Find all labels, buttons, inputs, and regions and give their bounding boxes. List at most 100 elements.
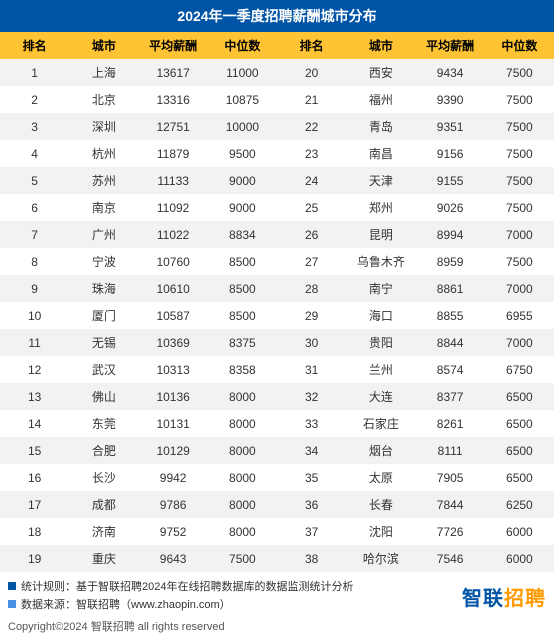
table-cell: 6500 [485, 464, 554, 491]
table-cell: 8000 [208, 437, 277, 464]
table-header-cell: 中位数 [208, 32, 277, 59]
source-line: 数据来源： 智联招聘（www.zhaopin.com） [8, 596, 353, 612]
copyright: Copyright©2024 智联招聘 all rights reserved [0, 616, 554, 640]
table-cell: 33 [277, 410, 346, 437]
table-header-cell: 排名 [277, 32, 346, 59]
table-cell: 17 [0, 491, 69, 518]
table-cell: 23 [277, 140, 346, 167]
table-cell: 16 [0, 464, 69, 491]
table-cell: 11092 [139, 194, 208, 221]
table-cell: 广州 [69, 221, 138, 248]
table-cell: 7500 [485, 113, 554, 140]
table-cell: 西安 [346, 59, 415, 86]
table-cell: 10587 [139, 302, 208, 329]
table-cell: 长春 [346, 491, 415, 518]
table-cell: 31 [277, 356, 346, 383]
table-cell: 13316 [139, 86, 208, 113]
table-cell: 珠海 [69, 275, 138, 302]
source-text: 智联招聘（www.zhaopin.com） [76, 596, 231, 612]
table-cell: 7000 [485, 329, 554, 356]
table-cell: 南宁 [346, 275, 415, 302]
table-cell: 1 [0, 59, 69, 86]
table-cell: 宁波 [69, 248, 138, 275]
table-cell: 29 [277, 302, 346, 329]
table-cell: 9786 [139, 491, 208, 518]
table-cell: 10000 [208, 113, 277, 140]
table-cell: 兰州 [346, 356, 415, 383]
table-cell: 北京 [69, 86, 138, 113]
table-cell: 13 [0, 383, 69, 410]
table-header-cell: 城市 [346, 32, 415, 59]
table-cell: 35 [277, 464, 346, 491]
table-cell: 8261 [416, 410, 485, 437]
table-cell: 10875 [208, 86, 277, 113]
table-cell: 苏州 [69, 167, 138, 194]
table-cell: 8834 [208, 221, 277, 248]
table-cell: 7500 [208, 545, 277, 572]
table-cell: 10136 [139, 383, 208, 410]
table-cell: 9434 [416, 59, 485, 86]
table-cell: 6750 [485, 356, 554, 383]
table-cell: 2 [0, 86, 69, 113]
table-cell: 10131 [139, 410, 208, 437]
table-cell: 8111 [416, 437, 485, 464]
table-cell: 佛山 [69, 383, 138, 410]
table-cell: 海口 [346, 302, 415, 329]
table-header-cell: 平均薪酬 [416, 32, 485, 59]
table-cell: 8844 [416, 329, 485, 356]
table-cell: 28 [277, 275, 346, 302]
table-row: 17成都9786800036长春78446250 [0, 491, 554, 518]
table-cell: 18 [0, 518, 69, 545]
table-row: 10厦门10587850029海口88556955 [0, 302, 554, 329]
table-cell: 11133 [139, 167, 208, 194]
table-row: 16长沙9942800035太原79056500 [0, 464, 554, 491]
table-cell: 杭州 [69, 140, 138, 167]
table-cell: 26 [277, 221, 346, 248]
table-cell: 厦门 [69, 302, 138, 329]
footer: 统计规则： 基于智联招聘2024年在线招聘数据库的数据监测统计分析 数据来源： … [0, 572, 554, 616]
table-body: 1上海136171100020西安943475002北京133161087521… [0, 59, 554, 572]
table-cell: 6000 [485, 545, 554, 572]
table-cell: 24 [277, 167, 346, 194]
table-cell: 南昌 [346, 140, 415, 167]
table-cell: 成都 [69, 491, 138, 518]
table-cell: 7 [0, 221, 69, 248]
table-cell: 13617 [139, 59, 208, 86]
table-cell: 8959 [416, 248, 485, 275]
table-cell: 37 [277, 518, 346, 545]
table-cell: 哈尔滨 [346, 545, 415, 572]
table-row: 18济南9752800037沈阳77266000 [0, 518, 554, 545]
table-cell: 10760 [139, 248, 208, 275]
table-cell: 11 [0, 329, 69, 356]
table-row: 11无锡10369837530贵阳88447000 [0, 329, 554, 356]
table-cell: 重庆 [69, 545, 138, 572]
table-cell: 太原 [346, 464, 415, 491]
table-cell: 8377 [416, 383, 485, 410]
table-row: 1上海136171100020西安94347500 [0, 59, 554, 86]
table-cell: 7000 [485, 275, 554, 302]
table-cell: 长沙 [69, 464, 138, 491]
table-cell: 石家庄 [346, 410, 415, 437]
table-cell: 乌鲁木齐 [346, 248, 415, 275]
table-header-cell: 中位数 [485, 32, 554, 59]
stat-rule-line: 统计规则： 基于智联招聘2024年在线招聘数据库的数据监测统计分析 [8, 578, 353, 594]
table-cell: 6 [0, 194, 69, 221]
brand-part1: 智联 [462, 588, 504, 610]
table-cell: 7546 [416, 545, 485, 572]
table-cell: 8000 [208, 464, 277, 491]
table-cell: 7500 [485, 248, 554, 275]
table-cell: 9390 [416, 86, 485, 113]
table-cell: 5 [0, 167, 69, 194]
table-cell: 9752 [139, 518, 208, 545]
table-cell: 8000 [208, 491, 277, 518]
table-cell: 11022 [139, 221, 208, 248]
table-cell: 10313 [139, 356, 208, 383]
table-row: 13佛山10136800032大连83776500 [0, 383, 554, 410]
table-cell: 12751 [139, 113, 208, 140]
table-cell: 36 [277, 491, 346, 518]
table-cell: 7500 [485, 140, 554, 167]
table-cell: 6500 [485, 383, 554, 410]
source-label: 数据来源： [21, 596, 76, 612]
salary-table: 排名城市平均薪酬中位数排名城市平均薪酬中位数 1上海136171100020西安… [0, 32, 554, 572]
table-cell: 10610 [139, 275, 208, 302]
